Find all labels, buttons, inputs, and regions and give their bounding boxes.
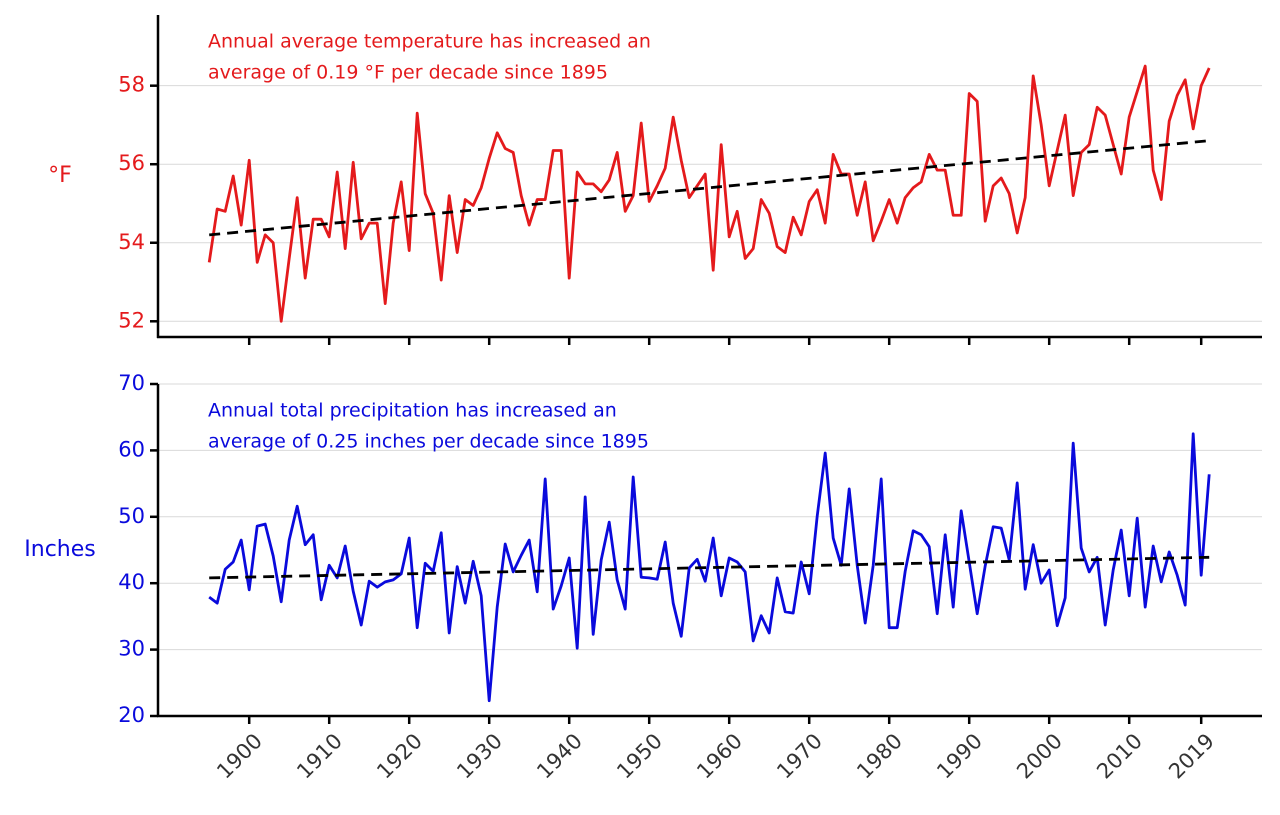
y-tick-label: 58 xyxy=(118,73,145,97)
x-tick-label: 2019 xyxy=(1164,729,1219,784)
x-tick-label: 1920 xyxy=(372,729,427,784)
y-tick-label: 60 xyxy=(118,437,145,461)
y-axis-label: Inches xyxy=(24,537,95,562)
x-tick-label: 1930 xyxy=(452,729,507,784)
y-tick-label: 70 xyxy=(118,371,145,395)
y-tick-label: 54 xyxy=(118,230,145,254)
x-tick-label: 1980 xyxy=(852,729,907,784)
x-tick-label: 2010 xyxy=(1092,729,1147,784)
x-tick-label: 1900 xyxy=(212,729,267,784)
data-line xyxy=(207,64,1211,323)
y-tick-label: 56 xyxy=(118,151,145,175)
trend-line xyxy=(209,555,1210,580)
y-tick-label: 30 xyxy=(118,637,145,661)
x-tick-label: 1990 xyxy=(932,729,987,784)
trend-line xyxy=(209,139,1210,237)
y-axis-label: °F xyxy=(48,163,72,188)
x-tick-label: 1960 xyxy=(692,729,747,784)
data-line xyxy=(208,432,1211,703)
y-tick-label: 52 xyxy=(118,308,145,332)
x-tick-label: 1970 xyxy=(772,729,827,784)
y-tick-label: 50 xyxy=(118,504,145,528)
x-tick-label: 1940 xyxy=(532,729,587,784)
annotation: average of 0.19 °F per decade since 1895 xyxy=(208,62,608,84)
x-tick-label: 1950 xyxy=(612,729,667,784)
annotation: average of 0.25 inches per decade since … xyxy=(208,431,649,453)
y-tick-label: 20 xyxy=(118,703,145,727)
x-tick-label: 2000 xyxy=(1012,729,1067,784)
annotation: Annual total precipitation has increased… xyxy=(208,400,617,422)
annotation: Annual average temperature has increased… xyxy=(208,31,651,53)
y-tick-label: 40 xyxy=(118,570,145,594)
x-tick-label: 1910 xyxy=(292,729,347,784)
